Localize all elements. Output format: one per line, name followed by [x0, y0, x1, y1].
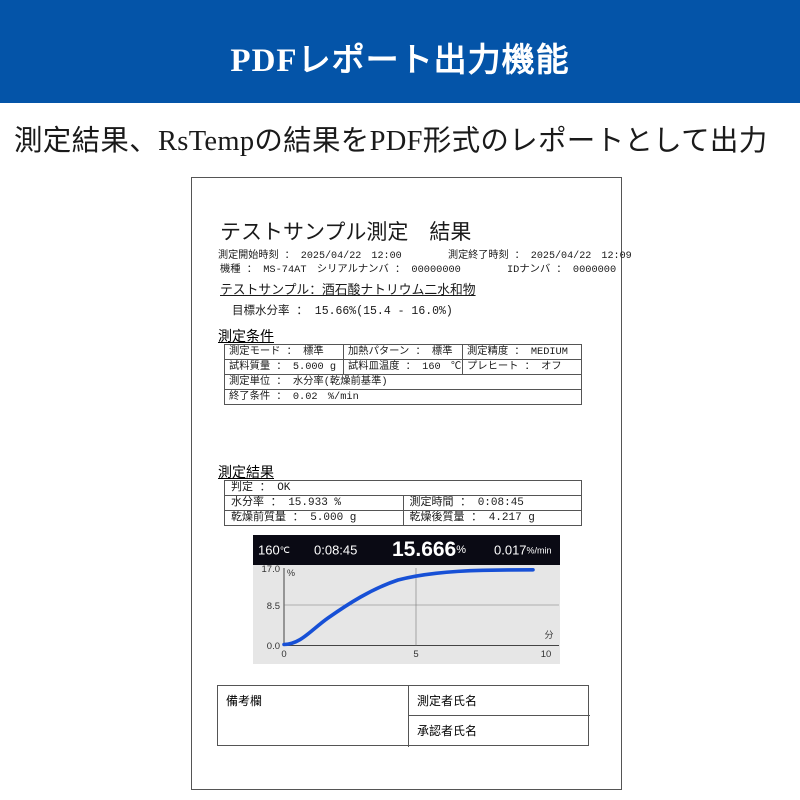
svg-text:10: 10 [541, 649, 552, 660]
svg-text:5: 5 [413, 649, 418, 660]
svg-text:17.0: 17.0 [262, 565, 281, 575]
svg-text:0: 0 [281, 649, 286, 660]
svg-text:0.0: 0.0 [267, 641, 280, 652]
svg-text:分: 分 [544, 630, 553, 640]
svg-text:8.5: 8.5 [267, 601, 280, 612]
svg-text:%: % [287, 568, 295, 578]
